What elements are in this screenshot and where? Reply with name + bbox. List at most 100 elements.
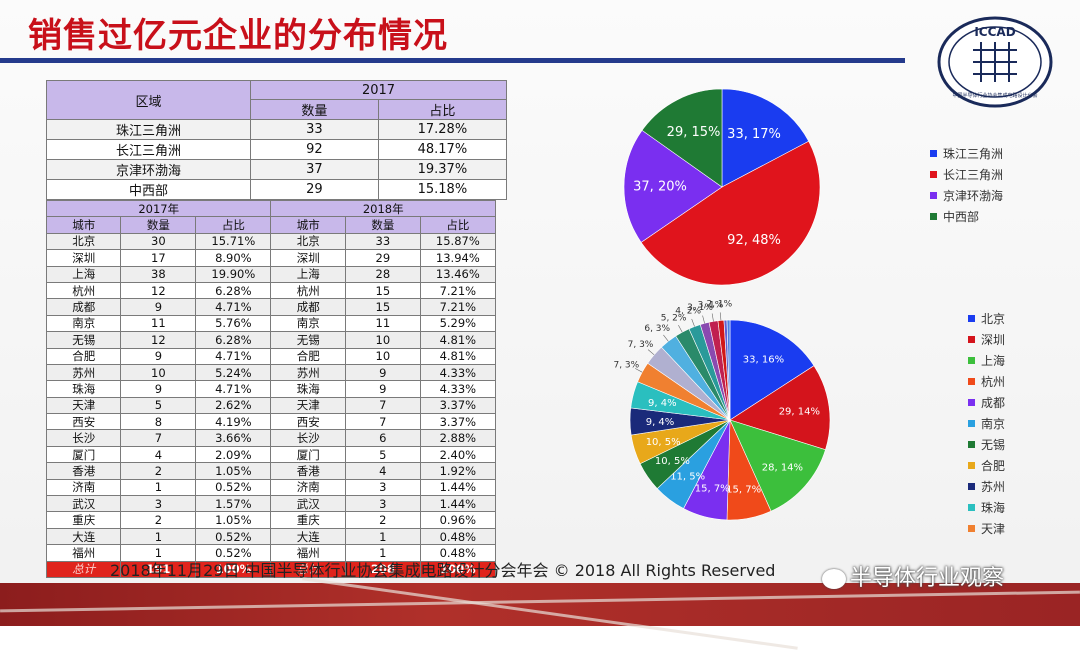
total-cell: 191 <box>120 560 197 578</box>
total-row: 总计 191 100% 总计 208 100% <box>45 560 497 578</box>
count-cell: 7 <box>344 413 421 431</box>
share-cell: 3.66% <box>195 429 272 447</box>
col-year-header: 2017 <box>249 80 508 100</box>
table-row: 中西部 29 15.18% <box>46 179 508 200</box>
col-city-header: 城市 <box>45 216 122 234</box>
table-row: 福州 1 0.52% 福州 1 0.48% <box>45 544 497 562</box>
share-cell: 4.71% <box>195 298 272 316</box>
share-cell: 4.81% <box>419 347 497 365</box>
count-cell: 28 <box>344 265 421 283</box>
share-cell: 5.76% <box>195 314 272 333</box>
city-cell: 上海 <box>270 265 346 283</box>
city-cell: 长沙 <box>45 429 122 447</box>
share-cell: 1.92% <box>419 462 497 480</box>
city-cell: 成都 <box>270 298 346 316</box>
pie-slice <box>726 319 731 421</box>
share-cell: 15.71% <box>195 232 272 251</box>
pie-data-label: 3, 1% <box>687 303 713 313</box>
count-cell: 33 <box>249 119 379 140</box>
year-2017-header: 2017年 <box>45 199 272 218</box>
count-cell: 92 <box>249 139 379 160</box>
legend-item: 上海 <box>968 350 1005 371</box>
city-cell: 武汉 <box>45 495 122 513</box>
region-cell: 长江三角洲 <box>46 139 251 160</box>
pie-data-label: 28, 14% <box>762 462 803 473</box>
legend-swatch <box>968 420 975 427</box>
legend-label: 珠江三角洲 <box>943 147 1004 161</box>
leader-line <box>711 313 714 322</box>
count-cell: 8 <box>120 413 197 431</box>
city-cell: 重庆 <box>45 511 122 529</box>
legend-item: 长江三角洲 <box>930 164 1003 185</box>
table-row: 上海 38 19.90% 上海 28 13.46% <box>45 265 497 283</box>
count-cell: 29 <box>344 249 421 267</box>
share-cell: 0.48% <box>419 544 497 562</box>
share-cell: 15.87% <box>419 232 497 251</box>
city-cell: 杭州 <box>270 281 346 300</box>
count-cell: 3 <box>120 495 197 513</box>
pie-slice <box>623 129 723 243</box>
count-cell: 1 <box>344 527 421 546</box>
share-cell: 0.96% <box>419 511 497 529</box>
pie-data-label: 7, 3% <box>628 340 654 350</box>
pie-data-label: 4, 2% <box>675 307 701 317</box>
city-cell: 厦门 <box>270 445 346 464</box>
region-cell: 珠江三角洲 <box>46 119 251 140</box>
count-cell: 15 <box>344 298 421 316</box>
legend-swatch <box>968 483 975 490</box>
legend-label: 珠海 <box>981 501 1006 515</box>
legend-label: 苏州 <box>981 480 1006 494</box>
legend-item: 北京 <box>968 308 1005 329</box>
city-cell: 香港 <box>45 462 122 480</box>
legend-item: 成都 <box>968 392 1005 413</box>
col-share-header: 占比 <box>195 216 272 234</box>
table-row: 西安 8 4.19% 西安 7 3.37% <box>45 413 497 431</box>
count-cell: 17 <box>120 249 197 267</box>
table-row: 无锡 12 6.28% 无锡 10 4.81% <box>45 331 497 349</box>
count-cell: 3 <box>344 495 421 513</box>
legend-item: 苏州 <box>968 476 1005 497</box>
count-cell: 10 <box>120 363 197 382</box>
count-cell: 9 <box>344 363 421 382</box>
share-cell: 0.52% <box>195 527 272 546</box>
table-row: 大连 1 0.52% 大连 1 0.48% <box>45 527 497 546</box>
leader-line <box>719 312 722 321</box>
region-table: 区域 2017 数量 占比 珠江三角洲 33 17.28% 长江三角洲 92 48.17… <box>46 80 508 200</box>
count-cell: 12 <box>120 281 197 300</box>
table-row: 武汉 3 1.57% 武汉 3 1.44% <box>45 495 497 513</box>
share-cell: 2.62% <box>195 396 272 415</box>
table-row: 厦门 4 2.09% 厦门 5 2.40% <box>45 445 497 464</box>
city-cell: 深圳 <box>270 249 346 267</box>
count-cell: 2 <box>344 511 421 529</box>
city-cell: 深圳 <box>45 249 122 267</box>
city-cell: 南京 <box>45 314 122 333</box>
count-cell: 9 <box>344 380 421 398</box>
count-cell: 2 <box>120 511 197 529</box>
pie-data-label: 33, 16% <box>743 355 784 366</box>
share-cell: 5.24% <box>195 363 272 382</box>
share-cell: 1.57% <box>195 495 272 513</box>
pie-slice <box>640 140 821 286</box>
count-cell: 1 <box>120 478 197 497</box>
pie-data-label: 6, 3% <box>644 324 670 334</box>
count-cell: 4 <box>344 462 421 480</box>
total-label: 总计 <box>270 560 346 578</box>
leader-line <box>647 349 655 356</box>
count-cell: 29 <box>249 179 379 200</box>
pie-data-label: 92, 48% <box>727 233 781 248</box>
count-cell: 11 <box>344 314 421 333</box>
share-cell: 17.28% <box>377 119 508 140</box>
legend-item: 天津 <box>968 518 1005 539</box>
leader-line <box>663 334 669 342</box>
year-2018-header: 2018年 <box>270 199 496 218</box>
legend-item: 合肥 <box>968 455 1005 476</box>
legend-item: 珠海 <box>968 497 1005 518</box>
share-cell: 8.90% <box>195 249 272 267</box>
logo-ring-text: 中国半导体行业协会集成电路设计分会 <box>952 92 1037 99</box>
legend-label: 长江三角洲 <box>943 168 1004 182</box>
count-cell: 12 <box>120 331 197 349</box>
share-cell: 1.05% <box>195 511 272 529</box>
region-legend: 珠江三角洲 长江三角洲 京津环渤海 中西部 <box>930 143 1003 227</box>
watermark: 半导体行业观察 <box>822 560 1004 592</box>
legend-swatch <box>968 357 975 364</box>
